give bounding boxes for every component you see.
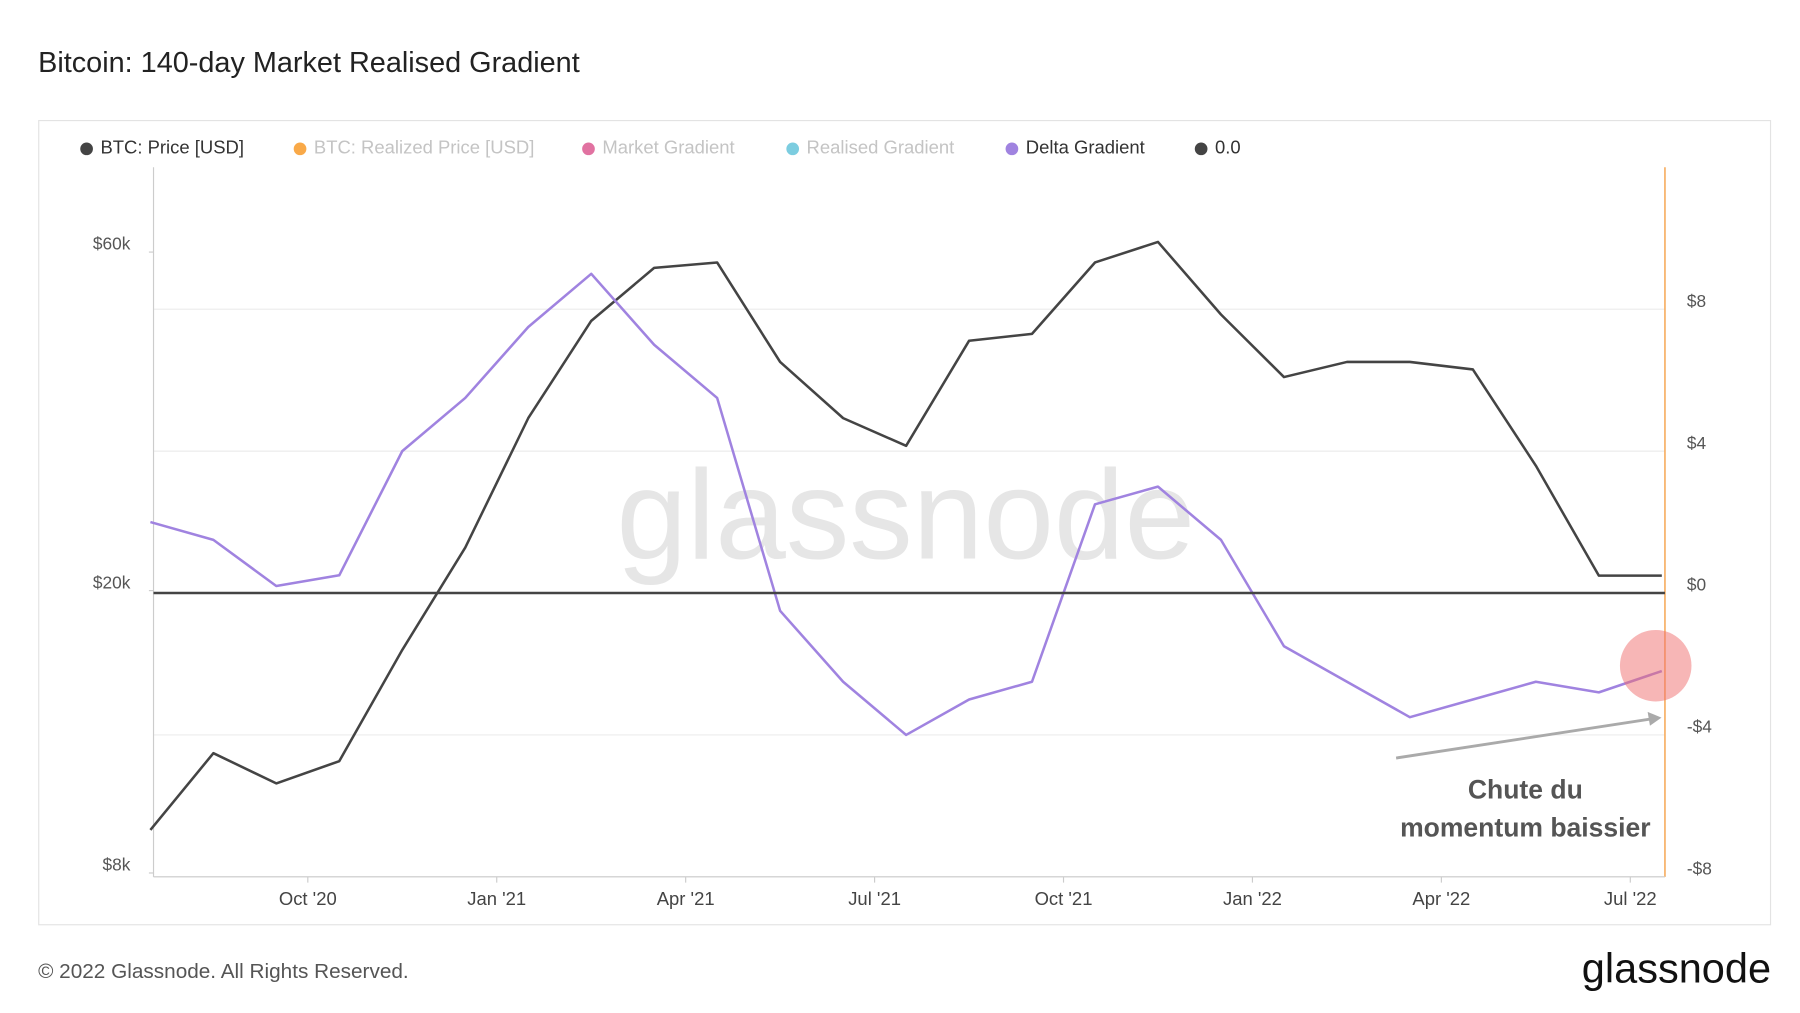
footer: © 2022 Glassnode. All Rights Reserved. [38, 960, 409, 983]
y2-tick-label: $8 [1687, 291, 1706, 311]
legend-label: Delta Gradient [1026, 137, 1145, 158]
legend: BTC: Price [USD] BTC: Realized Price [USD… [80, 137, 1241, 158]
x-tick-label: Apr '22 [1412, 888, 1470, 909]
legend-swatch [786, 142, 800, 156]
y2-tick-label: $4 [1687, 433, 1707, 453]
legend-label: Market Gradient [602, 137, 734, 158]
series-line [150, 272, 1663, 737]
watermark: glassnode [616, 443, 1195, 585]
logo: glassnode [1582, 944, 1771, 991]
legend-swatch [582, 142, 595, 156]
chart-frame [38, 119, 1772, 926]
arrow-head [1647, 711, 1662, 726]
x-tick-label: Oct '20 [279, 888, 337, 909]
legend-swatch [1005, 142, 1019, 156]
legend-label: Realised Gradient [807, 137, 955, 158]
chart-title: Bitcoin: 140-day Market Realised Gradien… [38, 47, 580, 79]
y2-tick-label: -$8 [1687, 858, 1712, 878]
x-tick-label: Jan '21 [467, 888, 526, 909]
y-tick-label: $8k [103, 855, 131, 875]
y-tick-label: $20k [93, 572, 131, 592]
legend-label: BTC: Realized Price [USD] [314, 137, 534, 158]
x-tick-label: Jul '21 [848, 888, 901, 909]
highlight-circle [1619, 629, 1692, 702]
y2-tick-label: $0 [1687, 575, 1706, 595]
annotation: momentum baissier [1400, 813, 1651, 843]
x-tick-label: Jul '22 [1604, 888, 1657, 909]
legend-swatch [1194, 142, 1208, 156]
arrow [1395, 717, 1653, 760]
series-line [149, 240, 1662, 831]
x-tick-label: Oct '21 [1035, 888, 1093, 909]
annotation: Chute du [1468, 774, 1583, 804]
y2-tick-label: -$4 [1687, 717, 1712, 737]
legend-swatch [293, 142, 307, 156]
x-tick-label: Apr '21 [657, 888, 715, 909]
x-tick-label: Jan '22 [1223, 888, 1282, 909]
marks [149, 240, 1665, 831]
legend-label: 0.0 [1215, 137, 1241, 158]
legend-swatch [80, 142, 93, 156]
legend-label: BTC: Price [USD] [100, 137, 244, 158]
y-tick-label: $60k [93, 234, 131, 254]
